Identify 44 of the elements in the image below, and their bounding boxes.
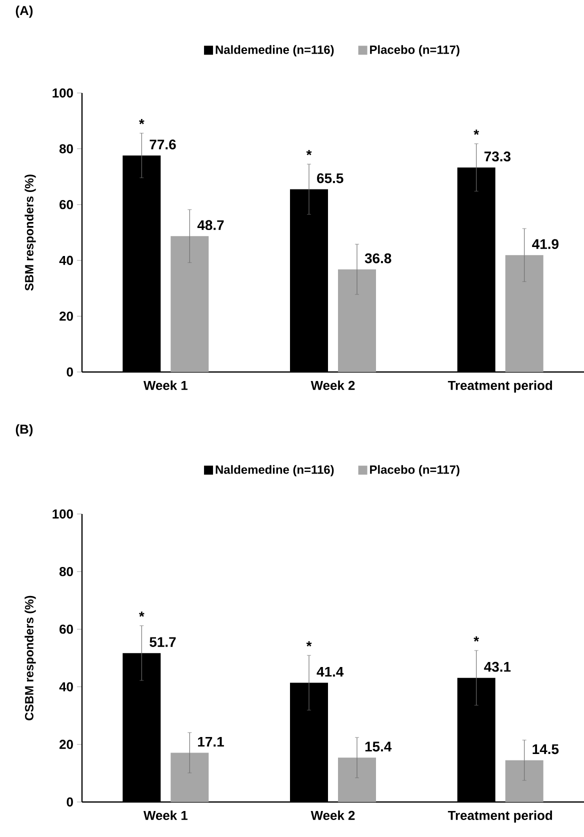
data-label: 15.4	[365, 742, 392, 752]
y-tick-label: 20	[60, 740, 73, 749]
annotation: *	[306, 150, 312, 156]
y-tick-label: 40	[59, 682, 73, 692]
y-tick-label: 100	[52, 509, 73, 519]
data-label: 14.5	[532, 744, 559, 754]
y-tick-label: 60	[60, 200, 73, 210]
y-axis-title: CSBM responders (%)	[24, 596, 36, 720]
x-tick-label: Treatment period	[448, 810, 552, 823]
data-label: 77.6	[150, 140, 176, 150]
chart-title: (B)	[16, 424, 33, 436]
x-tick-label: Week 1	[143, 810, 188, 820]
annotation: *	[474, 130, 480, 135]
y-axis-title: SBM responders (%)	[24, 174, 36, 291]
data-label: 41.9	[532, 239, 558, 250]
data-label: 73.3	[484, 152, 510, 162]
chart-title: (A)	[16, 6, 33, 18]
data-label: 17.1	[198, 736, 224, 747]
annotation: *	[139, 612, 144, 617]
legend-label: Placebo (n=117)	[370, 465, 460, 476]
legend-label: Naldemedine (n=116)	[216, 465, 334, 476]
legend-label: Placebo (n=117)	[370, 45, 460, 56]
y-tick-label: 40	[59, 256, 73, 265]
x-tick-label: Treatment period	[448, 380, 552, 393]
x-tick-label: Week 2	[310, 810, 355, 820]
data-label: 65.5	[317, 173, 344, 184]
annotation: *	[306, 641, 312, 646]
y-tick-label: 0	[66, 367, 73, 377]
legend-label: Naldemedine (n=116)	[216, 45, 334, 56]
data-label: 43.1	[484, 662, 511, 672]
y-tick-label: 80	[59, 567, 73, 576]
x-tick-label: Week 1	[143, 380, 188, 390]
data-label: 48.7	[197, 220, 224, 230]
data-label: 41.4	[316, 666, 344, 677]
y-tick-label: 0	[66, 797, 73, 807]
y-tick-label: 60	[60, 624, 73, 634]
x-tick-label: Week 2	[310, 380, 355, 390]
y-tick-label: 20	[60, 312, 73, 321]
y-tick-label: 100	[52, 88, 73, 98]
data-label: 51.7	[150, 637, 176, 647]
annotation: *	[139, 119, 144, 124]
annotation: *	[474, 636, 480, 642]
data-label: 36.8	[364, 253, 392, 264]
y-tick-label: 80	[59, 144, 73, 154]
